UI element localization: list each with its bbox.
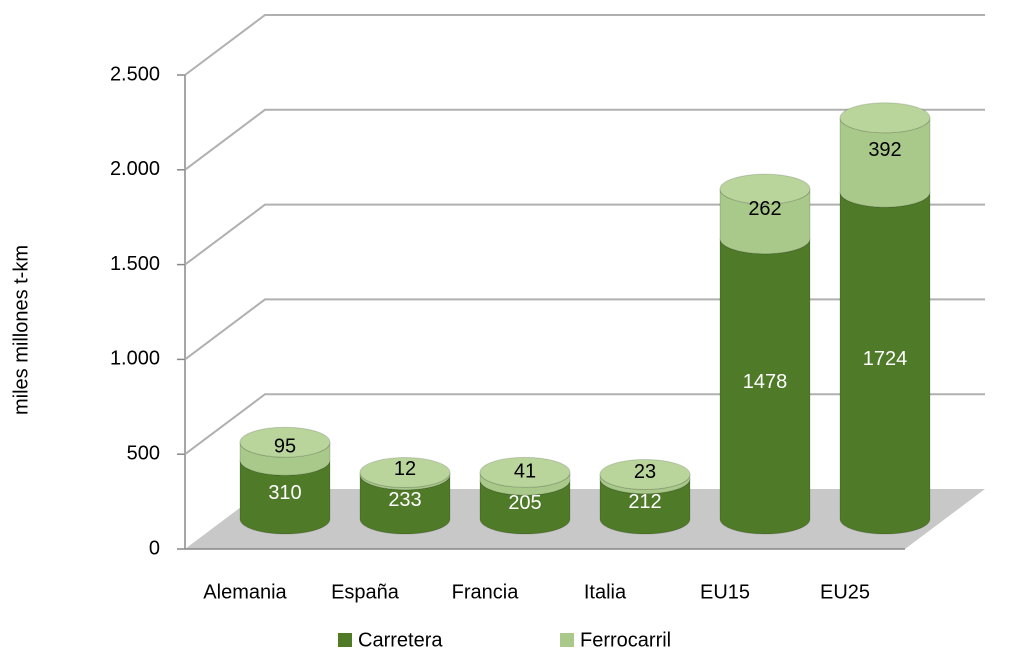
- y-tick-label: 1.000: [110, 348, 160, 370]
- cylinder-top: [359, 457, 451, 489]
- x-tick-label: Italia: [584, 581, 627, 603]
- value-label: 310: [268, 482, 301, 504]
- x-tick-label: EU25: [820, 581, 870, 603]
- y-axis-label: miles millones t-km: [10, 245, 32, 415]
- value-label: 12: [394, 458, 416, 480]
- cylinder-top: [719, 173, 811, 205]
- cylinder-top: [599, 458, 691, 490]
- cylinder-top: [479, 456, 571, 488]
- legend-swatch: [560, 633, 574, 647]
- x-tick-label: EU15: [700, 581, 750, 603]
- value-label: 205: [508, 492, 541, 514]
- y-tick-label: 2.500: [110, 63, 160, 85]
- x-tick-label: Francia: [452, 581, 520, 603]
- y-tick-label: 1.500: [110, 253, 160, 275]
- cylinder-top: [239, 426, 331, 458]
- legend-label: Carretera: [358, 629, 443, 651]
- y-tick-label: 0: [149, 537, 160, 559]
- y-tick-label: 2.000: [110, 158, 160, 180]
- y-tick-label: 500: [127, 442, 160, 464]
- x-tick-label: Alemania: [203, 581, 287, 603]
- x-tick-label: España: [331, 581, 400, 603]
- grid-line: [184, 108, 985, 171]
- cylinder-top: [839, 102, 931, 134]
- value-label: 233: [388, 489, 421, 511]
- value-label: 1724: [863, 348, 908, 370]
- legend-label: Ferrocarril: [580, 629, 671, 651]
- value-label: 95: [274, 435, 296, 457]
- value-label: 212: [628, 491, 661, 513]
- value-label: 262: [748, 198, 781, 220]
- value-label: 1478: [743, 371, 788, 393]
- value-label: 23: [634, 461, 656, 483]
- value-label: 392: [868, 139, 901, 161]
- legend-swatch: [338, 633, 352, 647]
- grid-line: [184, 14, 985, 76]
- value-label: 41: [514, 461, 536, 483]
